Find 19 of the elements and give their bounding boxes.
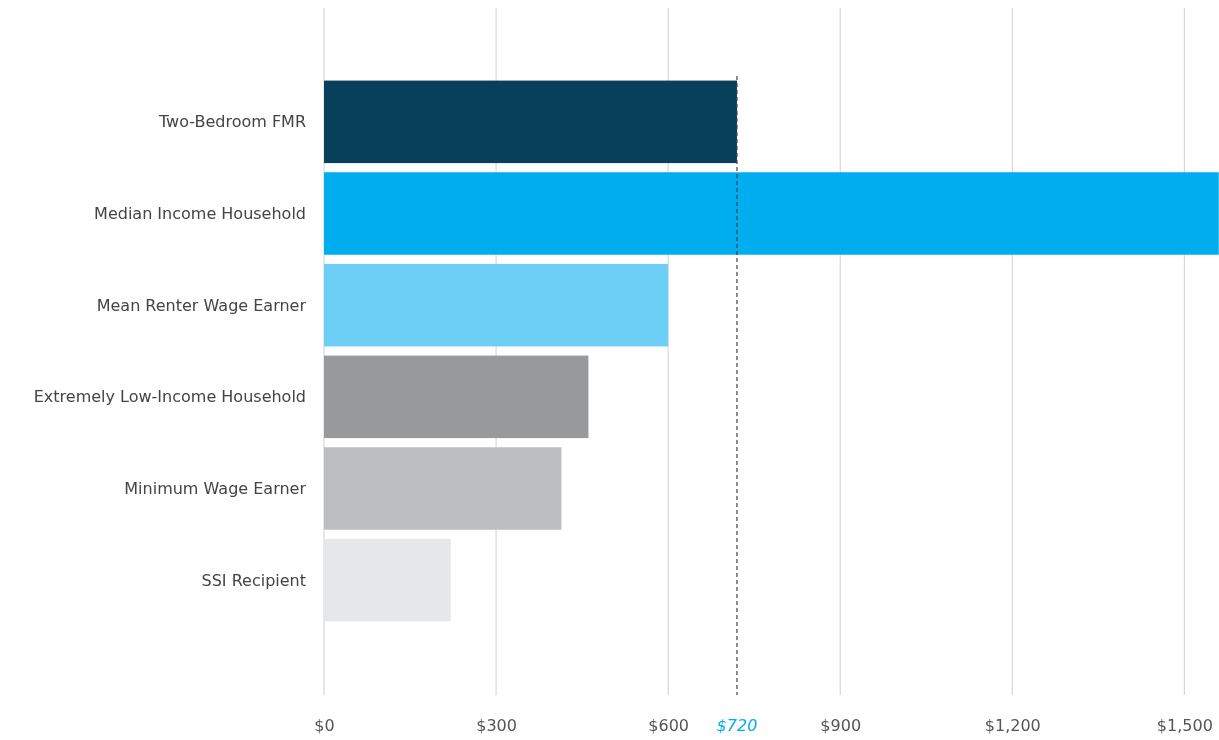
x-tick-label: $1,500 (1156, 716, 1213, 736)
x-tick-label: $600 (648, 716, 689, 736)
y-tick-label: Mean Renter Wage Earner (96, 295, 307, 315)
y-tick-label: Extremely Low-Income Household (33, 387, 306, 407)
bar (324, 447, 562, 530)
x-tick-label: $300 (476, 716, 517, 736)
bar (324, 263, 669, 347)
x-tick-label: $900 (820, 716, 862, 736)
y-tick-label: Median Income Household (94, 204, 306, 224)
bar (324, 538, 451, 622)
y-tick-label: Two-Bedroom FMR (157, 112, 306, 132)
y-tick-label: Minimum Wage Earner (124, 479, 307, 499)
bar (324, 355, 589, 439)
bar (324, 172, 1219, 255)
x-tick-label: $0 (314, 716, 335, 736)
x-tick-label: $1,200 (984, 716, 1041, 736)
ref-line-label: $720 (716, 716, 758, 736)
y-tick-label: SSI Recipient (201, 570, 306, 590)
bar (324, 80, 737, 164)
